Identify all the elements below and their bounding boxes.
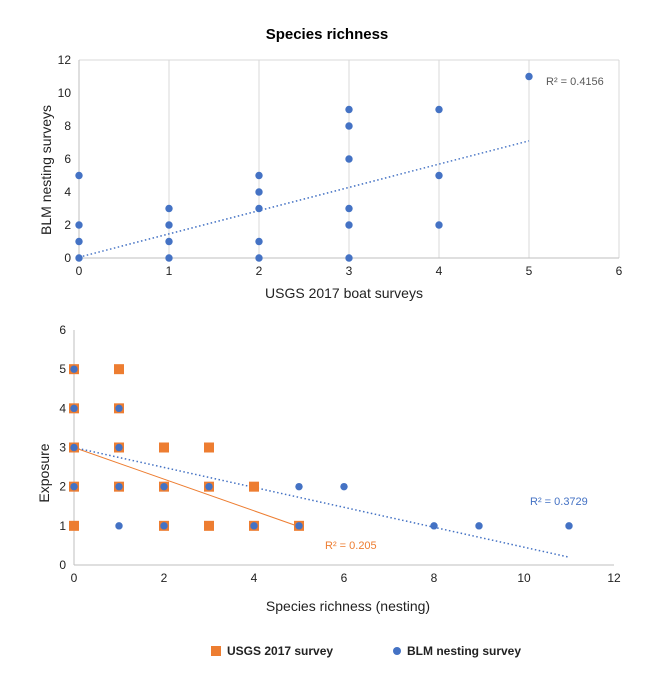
y-tick-label-8: 8 <box>64 119 71 133</box>
point-species-0 <box>75 254 83 262</box>
point-blm-7 <box>115 404 123 413</box>
legend-label-blm: BLM nesting survey <box>407 644 521 658</box>
y-tick-label-12: 12 <box>58 53 72 67</box>
point-species-18 <box>345 105 353 114</box>
point-species-4 <box>165 254 173 262</box>
bottom-y-axis-label: Exposure <box>36 443 52 502</box>
x-tick-label-4: 4 <box>436 264 443 278</box>
x-tick-label-6: 6 <box>341 571 348 585</box>
point-species-3 <box>75 171 83 180</box>
y-tick-label-2: 2 <box>64 218 71 232</box>
top-x-axis-label: USGS 2017 boat surveys <box>265 285 423 301</box>
trendline-species <box>78 140 530 258</box>
r2-label-blm: R² = 0.3729 <box>530 496 588 508</box>
point-species-14 <box>345 221 353 229</box>
x-tick-label-12: 12 <box>607 571 621 585</box>
point-blm-14 <box>340 482 348 491</box>
y-tick-label-6: 6 <box>64 152 71 166</box>
point-usgs-14 <box>204 442 214 453</box>
point-usgs-12 <box>204 520 214 531</box>
point-usgs-16 <box>249 481 259 492</box>
x-tick-label-0: 0 <box>71 571 78 585</box>
point-species-16 <box>345 155 353 163</box>
point-usgs-0 <box>69 520 79 531</box>
point-blm-16 <box>475 522 483 530</box>
top-y-axis-label: BLM nesting surveys <box>38 105 54 235</box>
point-species-15 <box>345 204 353 213</box>
point-blm-5 <box>115 482 123 491</box>
y-tick-label-10: 10 <box>58 86 72 100</box>
y-tick-label-2: 2 <box>59 480 66 494</box>
point-species-10 <box>255 204 263 213</box>
point-blm-8 <box>160 522 168 530</box>
x-tick-label-10: 10 <box>517 571 531 585</box>
point-blm-11 <box>250 522 258 530</box>
x-tick-label-3: 3 <box>346 264 353 278</box>
point-blm-10 <box>205 482 213 491</box>
r2-label-species: R² = 0.4156 <box>546 76 604 88</box>
y-tick-label-6: 6 <box>59 323 66 337</box>
point-species-5 <box>165 237 173 246</box>
point-species-11 <box>255 188 263 196</box>
y-tick-label-0: 0 <box>59 558 66 572</box>
y-tick-label-1: 1 <box>59 519 66 533</box>
point-blm-13 <box>295 482 303 491</box>
y-tick-label-5: 5 <box>59 362 66 376</box>
point-blm-9 <box>160 482 168 491</box>
point-species-2 <box>75 221 83 229</box>
legend-marker-blm <box>393 647 401 655</box>
point-species-1 <box>75 237 83 246</box>
legend-marker-usgs <box>211 646 221 656</box>
r2-label-usgs: R² = 0.205 <box>325 540 377 552</box>
point-blm-6 <box>115 443 123 452</box>
y-tick-label-4: 4 <box>59 401 66 415</box>
point-species-22 <box>525 72 533 81</box>
point-species-20 <box>435 171 443 180</box>
x-tick-label-0: 0 <box>76 264 83 278</box>
x-tick-label-4: 4 <box>251 571 258 585</box>
y-tick-label-3: 3 <box>59 441 66 455</box>
x-tick-label-6: 6 <box>616 264 623 278</box>
point-blm-17 <box>565 522 573 530</box>
point-species-17 <box>345 122 353 130</box>
x-tick-label-2: 2 <box>161 571 168 585</box>
trendline-usgs <box>73 447 300 528</box>
point-blm-4 <box>115 522 123 530</box>
legend-label-usgs: USGS 2017 survey <box>227 644 333 658</box>
x-tick-label-1: 1 <box>166 264 173 278</box>
point-species-13 <box>345 254 353 262</box>
x-tick-label-8: 8 <box>431 571 438 585</box>
y-tick-label-4: 4 <box>64 185 71 199</box>
point-blm-15 <box>430 522 438 530</box>
point-species-9 <box>255 237 263 246</box>
x-tick-label-5: 5 <box>526 264 533 278</box>
point-species-21 <box>435 105 443 114</box>
y-tick-label-0: 0 <box>64 251 71 265</box>
point-species-7 <box>165 204 173 213</box>
chart-title: Species richness <box>266 26 389 43</box>
point-blm-2 <box>70 404 78 413</box>
point-blm-0 <box>70 482 78 491</box>
point-blm-3 <box>70 365 78 373</box>
bottom-x-axis-label: Species richness (nesting) <box>266 598 430 614</box>
x-tick-label-2: 2 <box>256 264 263 278</box>
point-blm-12 <box>295 522 303 530</box>
point-species-6 <box>165 221 173 229</box>
trendline-blm <box>73 446 570 558</box>
point-usgs-8 <box>114 364 124 375</box>
point-species-19 <box>435 221 443 229</box>
point-usgs-11 <box>159 442 169 453</box>
point-species-12 <box>255 171 263 180</box>
point-blm-1 <box>70 443 78 452</box>
point-species-8 <box>255 254 263 262</box>
